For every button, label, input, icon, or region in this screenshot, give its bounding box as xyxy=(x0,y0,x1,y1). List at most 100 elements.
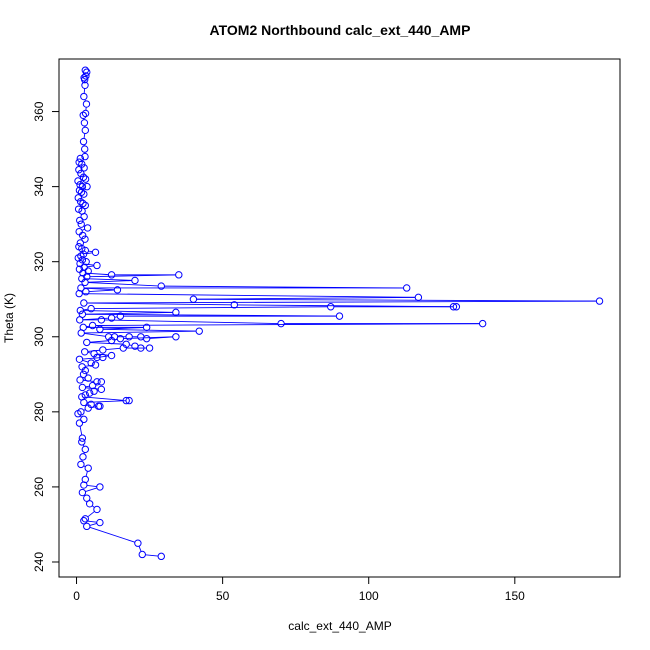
data-point xyxy=(137,344,145,352)
data-point xyxy=(96,483,104,491)
series-line-segment xyxy=(86,325,90,328)
series-line-segment xyxy=(84,333,106,337)
series-line-segment xyxy=(88,282,159,287)
data-point xyxy=(78,256,87,264)
data-point xyxy=(80,299,88,307)
series-line-segment xyxy=(89,274,176,278)
y-tick-label: 240 xyxy=(32,552,46,572)
data-point xyxy=(85,500,94,508)
data-point xyxy=(134,539,142,547)
data-point xyxy=(78,231,87,240)
data-point xyxy=(75,289,83,298)
data-point xyxy=(76,376,84,384)
series-line-segment xyxy=(95,323,480,326)
x-axis-label: calc_ext_440_AMP xyxy=(288,619,391,633)
series-line-segment xyxy=(104,319,278,325)
x-tick-label: 50 xyxy=(216,589,230,603)
data-point xyxy=(87,359,95,367)
series-line-segment xyxy=(86,520,97,523)
data-point xyxy=(80,190,88,198)
data-point xyxy=(77,329,85,337)
data-point xyxy=(90,387,98,395)
data-point xyxy=(78,160,86,168)
data-point xyxy=(107,351,116,360)
data-point xyxy=(79,199,87,208)
data-point xyxy=(478,319,487,328)
series-line-segment xyxy=(87,511,95,518)
data-point xyxy=(97,385,106,394)
data-point xyxy=(80,74,88,82)
series-line-segment xyxy=(87,265,94,268)
series-line-segment xyxy=(84,278,132,281)
data-point xyxy=(93,353,101,362)
data-point xyxy=(157,552,165,561)
series-line-segment xyxy=(94,306,328,310)
data-point xyxy=(125,333,133,341)
series-line-segment xyxy=(138,546,142,552)
data-point xyxy=(82,100,91,108)
data-point xyxy=(79,269,87,277)
data-point xyxy=(122,396,130,405)
data-point xyxy=(83,494,91,502)
data-point xyxy=(277,319,285,328)
data-point xyxy=(75,355,84,363)
data-point xyxy=(172,333,180,341)
series-line-segment xyxy=(83,133,86,139)
y-tick-label: 360 xyxy=(32,101,46,121)
data-point xyxy=(99,353,107,362)
series-line-segment xyxy=(83,310,173,313)
data-point xyxy=(80,164,88,172)
x-tick-label: 0 xyxy=(73,589,80,603)
data-point xyxy=(81,235,89,243)
data-point xyxy=(83,224,92,232)
data-point xyxy=(82,72,90,80)
data-point xyxy=(81,366,90,375)
data-point xyxy=(81,145,89,153)
data-point xyxy=(75,419,84,427)
data-point xyxy=(116,334,125,343)
data-point xyxy=(81,391,90,399)
data-point xyxy=(81,126,90,135)
series-line-segment xyxy=(85,471,88,477)
data-point xyxy=(157,282,165,290)
data-point xyxy=(131,276,139,285)
series-line-segment xyxy=(196,296,416,300)
series-line-segment xyxy=(196,298,597,302)
series-line-segment xyxy=(82,357,100,360)
data-point xyxy=(81,81,89,89)
series-line-segment xyxy=(105,347,121,351)
series-line-segment xyxy=(95,382,99,385)
series-line-segment xyxy=(86,252,93,255)
data-point xyxy=(81,348,89,356)
data-point xyxy=(81,109,90,118)
data-point xyxy=(81,152,89,161)
data-point xyxy=(81,515,90,523)
data-point xyxy=(107,271,116,279)
series-line-segment xyxy=(84,396,124,401)
series-line-segment xyxy=(103,328,197,332)
data-point xyxy=(96,518,104,527)
data-point xyxy=(91,248,100,257)
data-point xyxy=(74,177,82,185)
y-tick-label: 300 xyxy=(32,326,46,346)
series-line-segment xyxy=(87,351,92,354)
data-point xyxy=(93,505,101,514)
data-point xyxy=(83,182,91,191)
series-line-segment xyxy=(83,88,86,94)
data-point xyxy=(88,321,97,330)
data-point xyxy=(79,173,88,181)
data-point xyxy=(80,517,88,525)
data-point xyxy=(84,374,92,382)
data-point xyxy=(172,308,180,317)
data-point xyxy=(138,550,146,559)
data-point xyxy=(80,119,89,127)
data-point xyxy=(81,278,89,287)
data-point xyxy=(80,481,88,489)
data-point xyxy=(96,325,104,333)
series-line-segment xyxy=(103,327,144,330)
data-point xyxy=(97,316,106,324)
data-point xyxy=(84,464,92,472)
series-line-segment xyxy=(89,340,109,343)
